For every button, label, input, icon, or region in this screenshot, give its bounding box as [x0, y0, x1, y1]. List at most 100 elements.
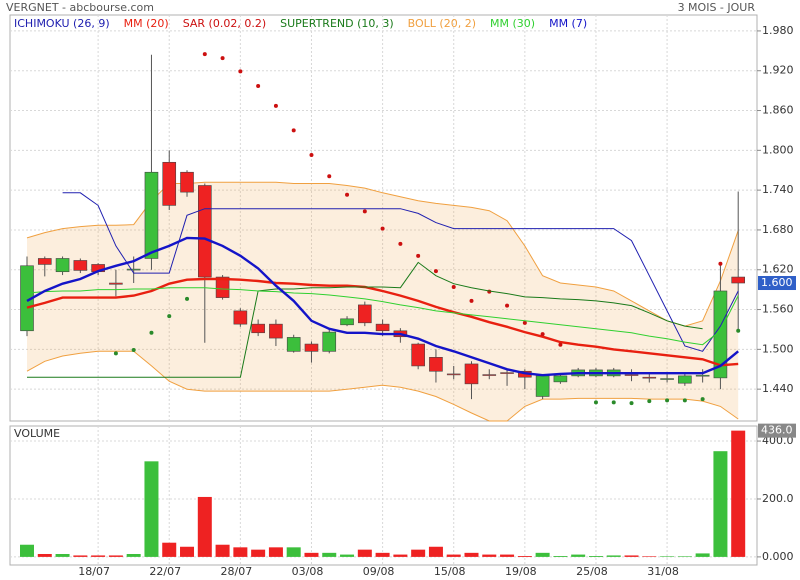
- sar-dot: [647, 399, 652, 404]
- y-tick-label: 1.980: [762, 24, 794, 37]
- candle-body: [553, 375, 568, 383]
- x-tick-label: 22/07: [149, 565, 181, 578]
- indicator-line: [27, 261, 703, 378]
- volume-bar: [713, 451, 728, 557]
- sar-dot: [469, 298, 474, 303]
- x-tick-label: 18/07: [78, 565, 110, 578]
- x-tick-label: 09/08: [363, 565, 395, 578]
- x-tick-label: 03/08: [292, 565, 324, 578]
- volume-bar: [464, 552, 479, 557]
- volume-bar: [162, 542, 177, 557]
- sar-dot: [113, 351, 118, 356]
- sar-dot: [718, 261, 723, 266]
- sar-dot: [416, 253, 421, 258]
- plot-frame: [9, 425, 758, 566]
- sar-dot: [451, 284, 456, 289]
- volume-bar: [411, 549, 426, 557]
- candle-body: [500, 372, 514, 374]
- candle-body: [358, 304, 372, 324]
- sar-dot: [273, 103, 278, 108]
- volume-bar: [108, 555, 123, 557]
- candle-body: [269, 323, 283, 339]
- y-tick-label: 1.920: [762, 64, 794, 77]
- sar-dot: [682, 398, 687, 403]
- band-lower: [26, 350, 739, 422]
- indicator-line: [26, 236, 739, 377]
- sar-dot: [665, 398, 670, 403]
- sar-dot: [593, 400, 598, 405]
- sar-dot: [540, 332, 545, 337]
- candle-body: [162, 161, 177, 206]
- y-tick-label: 1.680: [762, 223, 794, 236]
- candle-body: [429, 357, 443, 372]
- legend-entry: MM (30): [490, 17, 535, 30]
- y-tick-label: 1.860: [762, 104, 794, 117]
- candle-body: [678, 375, 692, 384]
- volume-bar: [144, 461, 159, 557]
- last-value-label: 1.600: [761, 276, 793, 289]
- volume-bar: [304, 552, 319, 557]
- legend-entry: BOLL (20, 2): [408, 17, 476, 30]
- candle-body: [482, 374, 497, 376]
- volume-bar: [357, 549, 372, 557]
- volume-bar: [393, 554, 408, 557]
- volume-bar: [695, 553, 710, 557]
- volume-bar: [268, 547, 283, 557]
- volume-bar: [642, 556, 657, 557]
- sar-dot: [558, 342, 563, 347]
- legend-entry: MM (20): [124, 17, 169, 30]
- volume-bar: [535, 552, 550, 557]
- volume-bar: [20, 544, 34, 557]
- volume-bar: [446, 554, 461, 557]
- volume-bar: [215, 544, 230, 557]
- volume-bar: [428, 546, 443, 557]
- candle-body: [535, 375, 550, 397]
- x-tick-label: 19/08: [505, 565, 537, 578]
- chart-title: VERGNET - abcbourse.com: [6, 1, 154, 14]
- candle-body: [731, 276, 746, 284]
- candle-body: [286, 337, 301, 352]
- candle-body: [251, 323, 265, 334]
- volume-bar: [340, 554, 355, 557]
- x-tick-label: 25/08: [576, 565, 608, 578]
- volume-bar: [233, 547, 248, 557]
- sar-dot: [202, 52, 207, 57]
- x-tick-label: 28/07: [221, 565, 253, 578]
- volume-bar: [251, 549, 266, 557]
- candle-body: [180, 171, 194, 193]
- sar-dot: [291, 128, 296, 133]
- candle-body: [660, 378, 674, 380]
- volume-bar: [553, 556, 568, 557]
- candle-body: [144, 171, 159, 259]
- volume-title: VOLUME: [14, 427, 60, 440]
- sar-dot: [131, 348, 136, 353]
- volume-bar: [482, 554, 497, 557]
- candle-body: [55, 258, 70, 273]
- y-tick-label: 1.620: [762, 263, 794, 276]
- candle-body: [375, 323, 390, 332]
- volume-bar: [375, 552, 390, 557]
- volume-bar: [606, 555, 621, 557]
- sar-dot: [522, 320, 527, 325]
- candle-body: [73, 260, 88, 271]
- indicator-line: [26, 277, 739, 367]
- candle-body: [695, 374, 710, 377]
- sar-dot: [345, 192, 350, 197]
- candle-body: [340, 318, 354, 326]
- y-tick-label: 1.560: [762, 303, 794, 316]
- last-value-tag: [758, 276, 796, 291]
- sar-dot: [167, 314, 172, 319]
- sar-dot: [185, 296, 190, 301]
- volume-bar: [500, 554, 515, 557]
- volume-bar: [73, 555, 88, 557]
- sar-dot: [256, 83, 261, 88]
- legend-entry: ICHIMOKU (26, 9): [14, 17, 110, 30]
- volume-bar: [588, 556, 603, 557]
- candle-body: [109, 282, 123, 285]
- legend-entry: MM (7): [549, 17, 587, 30]
- x-tick-label: 31/08: [647, 565, 679, 578]
- sar-dot: [238, 69, 243, 74]
- volume-bar: [91, 555, 106, 557]
